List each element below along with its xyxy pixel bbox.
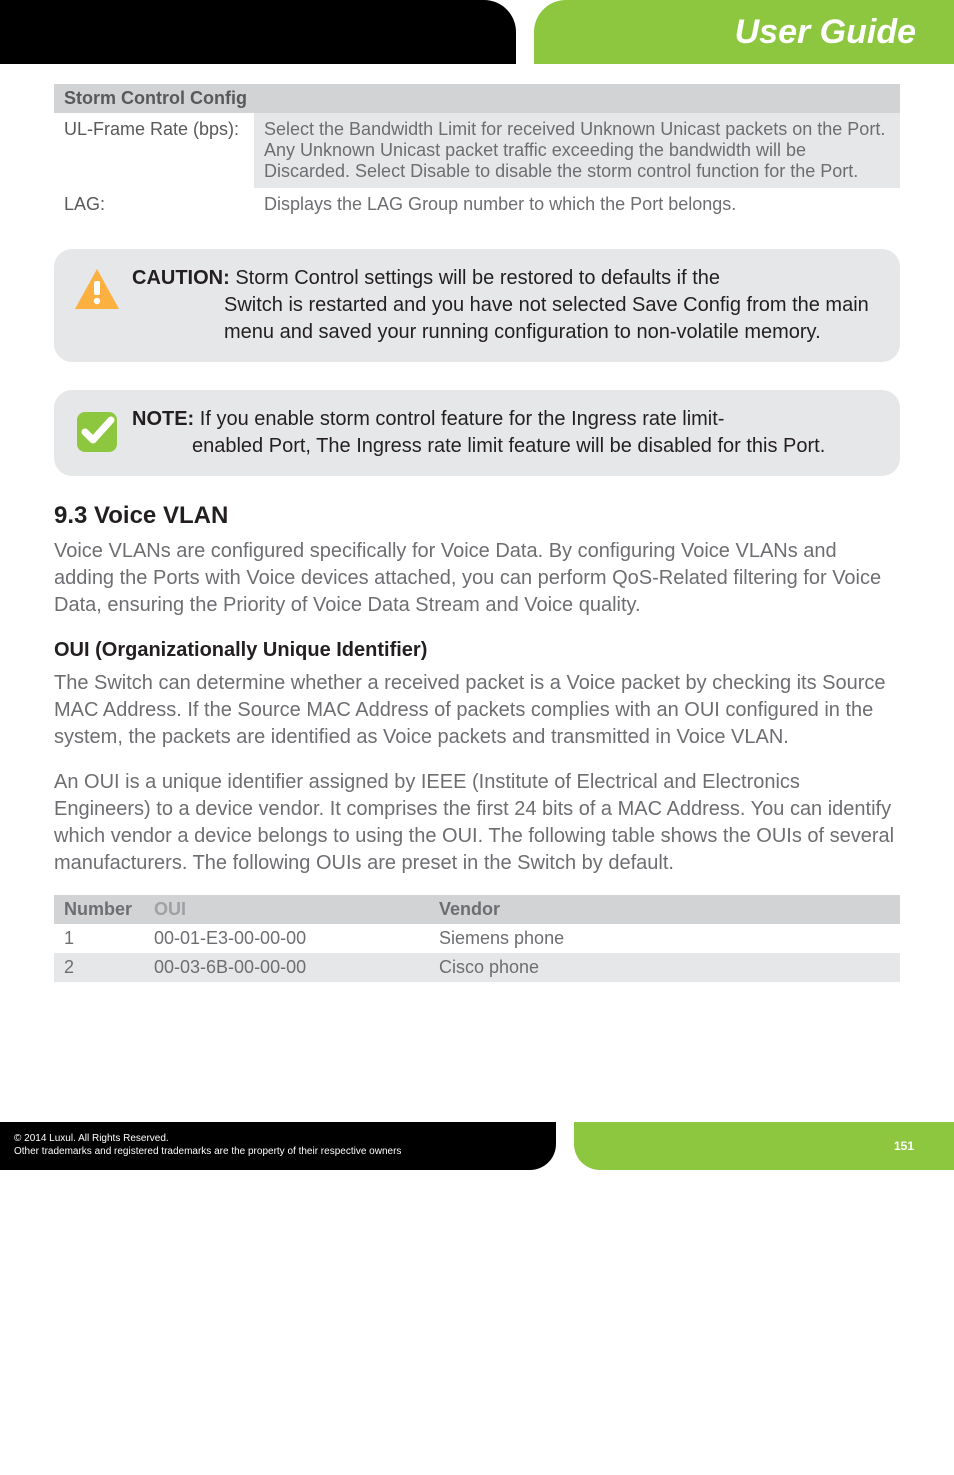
storm-row-desc: Displays the LAG Group number to which t…	[254, 188, 900, 221]
note-callout: NOTE: If you enable storm control featur…	[54, 390, 900, 476]
page-header: User Guide	[0, 0, 954, 64]
caution-text: CAUTION: Storm Control settings will be …	[132, 265, 876, 346]
checkmark-icon	[70, 406, 124, 456]
header-left-block	[0, 0, 516, 64]
table-header-row: Number OUI Vendor	[54, 895, 900, 924]
storm-row-label: LAG:	[54, 188, 254, 221]
caution-callout: CAUTION: Storm Control settings will be …	[54, 249, 900, 362]
note-lead: NOTE:	[132, 408, 194, 430]
section-heading: 9.3 Voice VLAN	[54, 502, 900, 530]
section-paragraph: The Switch can determine whether a recei…	[54, 670, 900, 751]
footer-left-block: © 2014 Luxul. All Rights Reserved. Other…	[0, 1122, 556, 1170]
oui-col-vendor: Vendor	[429, 895, 900, 924]
caution-lead: CAUTION:	[132, 267, 230, 289]
footer-trademark: Other trademarks and registered trademar…	[14, 1145, 542, 1158]
storm-table-header: Storm Control Config	[54, 84, 900, 113]
caution-first-line: Storm Control settings will be restored …	[230, 267, 720, 289]
note-body: enabled Port, The Ingress rate limit fea…	[132, 433, 825, 460]
table-row: LAG: Displays the LAG Group number to wh…	[54, 188, 900, 221]
table-header-row: Storm Control Config	[54, 84, 900, 113]
footer-right-block: 151	[574, 1122, 954, 1170]
header-title: User Guide	[735, 13, 916, 52]
oui-table: Number OUI Vendor 1 00-01-E3-00-00-00 Si…	[54, 895, 900, 982]
storm-row-label: UL-Frame Rate (bps):	[54, 113, 254, 188]
oui-value: 00-03-6B-00-00-00	[144, 953, 429, 982]
oui-vendor: Cisco phone	[429, 953, 900, 982]
header-right-block: User Guide	[534, 0, 954, 64]
oui-number: 1	[54, 924, 144, 953]
oui-vendor: Siemens phone	[429, 924, 900, 953]
table-row: UL-Frame Rate (bps): Select the Bandwidt…	[54, 113, 900, 188]
table-row: 1 00-01-E3-00-00-00 Siemens phone	[54, 924, 900, 953]
oui-col-number: Number	[54, 895, 144, 924]
storm-row-desc: Select the Bandwidth Limit for received …	[254, 113, 900, 188]
header-gap	[516, 0, 534, 64]
oui-heading: OUI (Organizationally Unique Identifier)	[54, 639, 900, 662]
section-paragraph: An OUI is a unique identifier assigned b…	[54, 769, 900, 877]
note-text: NOTE: If you enable storm control featur…	[132, 406, 825, 460]
oui-value: 00-01-E3-00-00-00	[144, 924, 429, 953]
oui-number: 2	[54, 953, 144, 982]
page-content: Storm Control Config UL-Frame Rate (bps)…	[0, 64, 954, 1002]
storm-control-table: Storm Control Config UL-Frame Rate (bps)…	[54, 84, 900, 221]
section-paragraph: Voice VLANs are configured specifically …	[54, 538, 900, 619]
caution-body: Switch is restarted and you have not sel…	[132, 292, 876, 346]
footer-copyright: © 2014 Luxul. All Rights Reserved.	[14, 1132, 542, 1145]
warning-icon	[70, 265, 124, 311]
page-footer: © 2014 Luxul. All Rights Reserved. Other…	[0, 1122, 954, 1170]
oui-col-oui: OUI	[144, 895, 429, 924]
table-row: 2 00-03-6B-00-00-00 Cisco phone	[54, 953, 900, 982]
page-number: 151	[894, 1139, 914, 1153]
note-first-line: If you enable storm control feature for …	[194, 408, 724, 430]
footer-gap	[556, 1122, 574, 1170]
